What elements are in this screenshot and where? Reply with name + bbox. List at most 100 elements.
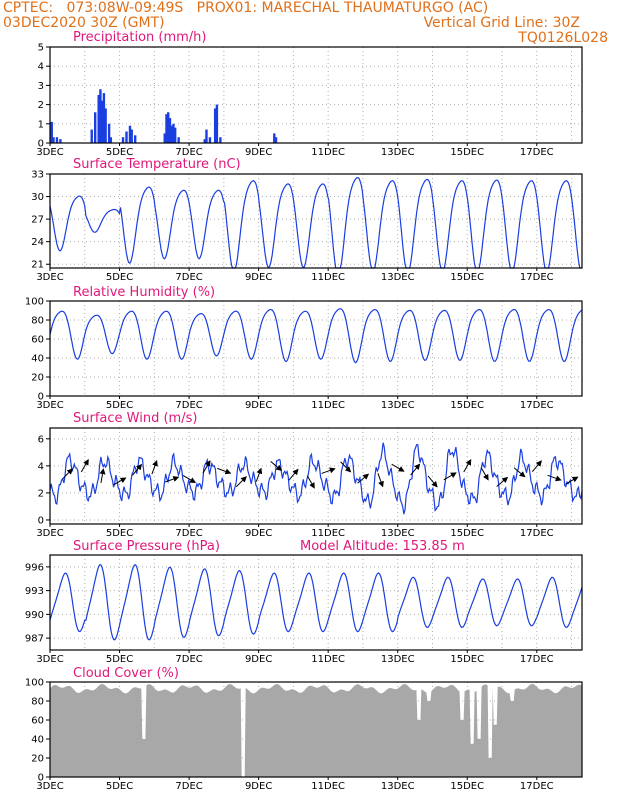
panel-title: Surface Wind (m/s) bbox=[73, 411, 197, 426]
y-tick-label: 20 bbox=[31, 373, 44, 384]
x-tick-label: 13DEC bbox=[381, 528, 415, 539]
series-line bbox=[49, 176, 582, 269]
y-tick-label: 80 bbox=[31, 697, 44, 708]
x-tick-label: 5DEC bbox=[106, 147, 133, 158]
x-tick-label: 9DEC bbox=[245, 654, 272, 665]
wind-arrow bbox=[321, 467, 336, 474]
precip-bar bbox=[99, 89, 102, 143]
wind-arrow bbox=[565, 476, 579, 485]
precip-bar bbox=[170, 125, 173, 143]
panel-1 bbox=[46, 173, 583, 271]
wind-arrow bbox=[306, 475, 315, 489]
wind-arrow bbox=[496, 476, 509, 487]
wind-arrow bbox=[513, 467, 526, 478]
y-tick-label: 993 bbox=[25, 586, 44, 597]
y-tick-label: 30 bbox=[31, 192, 44, 203]
x-tick-label: 5DEC bbox=[106, 654, 133, 665]
panel-2 bbox=[46, 300, 583, 399]
x-tick-label: 11DEC bbox=[311, 781, 345, 792]
x-tick-label: 15DEC bbox=[450, 400, 484, 411]
precip-bar bbox=[121, 137, 125, 143]
wind-arrow bbox=[99, 468, 106, 484]
panel-frame bbox=[49, 300, 583, 397]
precip-bar bbox=[128, 125, 132, 143]
precip-bar bbox=[273, 133, 276, 143]
x-tick-label: 11DEC bbox=[311, 400, 345, 411]
precip-bar bbox=[172, 123, 175, 143]
precip-bar bbox=[165, 114, 168, 143]
y-tick-label: 0 bbox=[38, 139, 44, 150]
x-tick-label: 7DEC bbox=[175, 528, 202, 539]
panel-title: Surface Temperature (nC) bbox=[73, 157, 241, 172]
y-tick-label: 3 bbox=[38, 81, 44, 92]
panel-5 bbox=[46, 681, 583, 780]
x-tick-label: 7DEC bbox=[175, 400, 202, 411]
wind-arrow bbox=[182, 475, 197, 483]
wind-arrow bbox=[113, 477, 127, 486]
panel-3 bbox=[46, 427, 583, 527]
x-tick-label: 15DEC bbox=[450, 781, 484, 792]
y-tick-label: 4 bbox=[38, 62, 44, 73]
y-tick-label: 0 bbox=[38, 515, 44, 526]
wind-arrow bbox=[151, 459, 158, 475]
y-tick-label: 20 bbox=[31, 754, 44, 765]
precip-bar bbox=[125, 131, 128, 143]
x-tick-label: 9DEC bbox=[245, 528, 272, 539]
y-tick-label: 80 bbox=[31, 316, 44, 327]
precip-bar bbox=[94, 112, 97, 143]
panel-title: Surface Pressure (hPa) bbox=[73, 539, 220, 554]
y-tick-label: 6 bbox=[38, 434, 44, 445]
wind-arrow bbox=[255, 467, 263, 482]
header-line1: CPTEC: 073:08W-09:49S PROX01: MARECHAL T… bbox=[3, 0, 489, 16]
precip-bar bbox=[109, 137, 113, 143]
x-tick-label: 7DEC bbox=[175, 781, 202, 792]
x-tick-label: 9DEC bbox=[245, 781, 272, 792]
wind-arrow bbox=[531, 460, 542, 473]
precip-bar bbox=[130, 129, 133, 143]
y-tick-label: 2 bbox=[38, 488, 44, 499]
y-tick-label: 60 bbox=[31, 716, 44, 727]
x-tick-label: 13DEC bbox=[381, 400, 415, 411]
y-tick-label: 40 bbox=[31, 354, 44, 365]
x-tick-label: 3DEC bbox=[36, 781, 63, 792]
series-line bbox=[49, 564, 583, 641]
panel-frame bbox=[49, 681, 583, 778]
y-tick-label: 21 bbox=[31, 260, 44, 271]
wind-arrow bbox=[235, 476, 247, 488]
x-tick-label: 17DEC bbox=[520, 272, 554, 283]
x-tick-label: 17DEC bbox=[520, 528, 554, 539]
x-tick-label: 15DEC bbox=[450, 272, 484, 283]
x-tick-label: 7DEC bbox=[175, 147, 202, 158]
wind-arrow bbox=[463, 459, 472, 473]
wind-arrow bbox=[217, 467, 232, 475]
panel-0 bbox=[46, 46, 583, 146]
precip-bar bbox=[274, 137, 278, 143]
precip-bar bbox=[219, 137, 222, 143]
precip-bar bbox=[55, 137, 59, 143]
x-tick-label: 17DEC bbox=[520, 400, 554, 411]
wind-arrow bbox=[547, 474, 562, 482]
header-run-id: TQ0126L028 bbox=[518, 30, 608, 46]
x-tick-label: 11DEC bbox=[311, 654, 345, 665]
x-tick-label: 15DEC bbox=[450, 654, 484, 665]
precip-bar bbox=[104, 108, 107, 143]
x-tick-label: 13DEC bbox=[381, 272, 415, 283]
x-tick-label: 5DEC bbox=[106, 528, 133, 539]
x-tick-label: 15DEC bbox=[450, 528, 484, 539]
y-tick-label: 0 bbox=[38, 392, 44, 403]
panel-title: Precipitation (mm/h) bbox=[73, 30, 206, 45]
x-tick-label: 11DEC bbox=[311, 528, 345, 539]
wind-arrow bbox=[80, 458, 89, 473]
x-tick-label: 3DEC bbox=[36, 400, 63, 411]
y-tick-label: 5 bbox=[38, 43, 44, 54]
panel-title: Cloud Cover (%) bbox=[73, 666, 179, 681]
panel-frame bbox=[49, 427, 583, 525]
y-tick-label: 100 bbox=[25, 678, 44, 689]
y-tick-label: 996 bbox=[25, 562, 44, 573]
x-tick-label: 9DEC bbox=[245, 147, 272, 158]
series-line bbox=[49, 308, 583, 364]
wind-arrow bbox=[270, 460, 283, 472]
precip-bar bbox=[213, 108, 217, 143]
x-tick-label: 5DEC bbox=[106, 272, 133, 283]
